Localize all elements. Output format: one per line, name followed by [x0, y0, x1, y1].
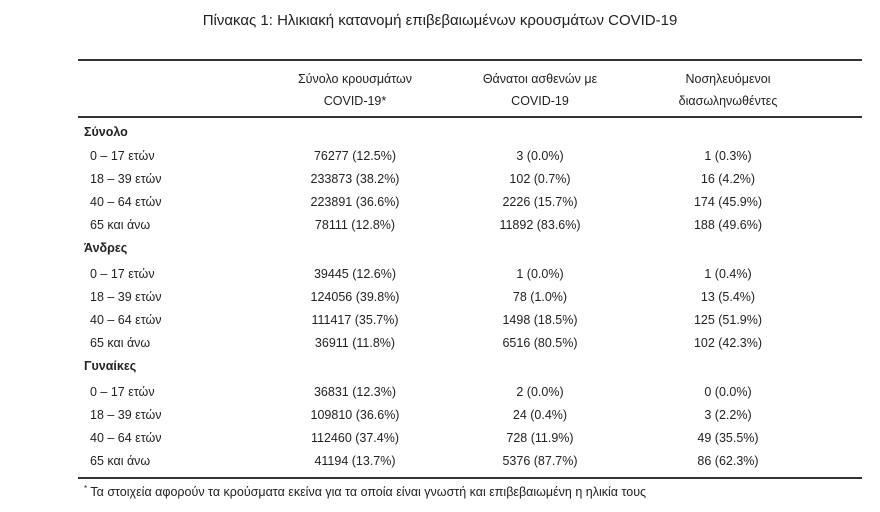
table-cell: 728 (11.9%): [506, 431, 574, 445]
age-label: 18 – 39 ετών: [90, 172, 162, 186]
table-cell: 86 (62.3%): [697, 454, 759, 468]
table-cell: 36831 (12.3%): [313, 385, 396, 399]
footnote-mark: *: [84, 484, 88, 493]
table-cell: 39445 (12.6%): [313, 267, 396, 281]
table-cell: 0 (0.0%): [704, 385, 752, 399]
table-row: 40 – 64 ετών 112460 (37.4%) 728 (11.9%) 49 …: [0, 427, 880, 450]
group-header: Γυναίκες: [0, 355, 880, 381]
table-cell: 78 (1.0%): [512, 290, 568, 304]
header-line: Νοσηλευόμενοι: [685, 72, 771, 86]
table-cell: 49 (35.5%): [697, 431, 759, 445]
table-body: Σύνολο 0 – 17 ετών 76277 (12.5%) 3 (0.0%) 1 …: [0, 121, 880, 473]
age-label: 40 – 64 ετών: [90, 431, 162, 445]
table-cell: 24 (0.4%): [512, 408, 568, 422]
header-line: Σύνολο κρουσμάτων: [297, 72, 413, 86]
top-rule: [78, 59, 862, 61]
table-cell: 102 (0.7%): [509, 172, 571, 186]
table-cell: 3 (2.2%): [704, 408, 752, 422]
age-label: 40 – 64 ετών: [90, 313, 162, 327]
footnote: * Τα στοιχεία αφορούν τα κρούσματα εκείν…: [84, 484, 646, 499]
table-cell: 1 (0.0%): [516, 267, 564, 281]
table-cell: 233873 (38.2%): [310, 172, 400, 186]
table-row: 65 και άνω 41194 (13.7%) 5376 (87.7%) 86 (6…: [0, 450, 880, 473]
age-label: 65 και άνω: [90, 454, 151, 468]
table-row: 18 – 39 ετών 124056 (39.8%) 78 (1.0%) 13 (5…: [0, 286, 880, 309]
age-label: 18 – 39 ετών: [90, 408, 162, 422]
age-label: 65 και άνω: [90, 336, 151, 350]
table-row: 65 και άνω 36911 (11.8%) 6516 (80.5%) 102 (…: [0, 332, 880, 355]
table-row: 18 – 39 ετών 109810 (36.6%) 24 (0.4%) 3 (2.…: [0, 404, 880, 427]
footnote-text: Τα στοιχεία αφορούν τα κρούσματα εκείνα …: [90, 485, 647, 500]
age-label: 0 – 17 ετών: [90, 385, 155, 399]
header-rule: [78, 116, 862, 118]
group-label: Άνδρες: [84, 241, 128, 255]
group-label: Σύνολο: [84, 125, 128, 139]
table-cell: 6516 (80.5%): [502, 336, 578, 350]
age-label: 65 και άνω: [90, 218, 151, 232]
table-row: 18 – 39 ετών 233873 (38.2%) 102 (0.7%) 16 (…: [0, 168, 880, 191]
table-cell: 124056 (39.8%): [310, 290, 400, 304]
table-cell: 13 (5.4%): [700, 290, 756, 304]
table-cell: 1498 (18.5%): [502, 313, 578, 327]
table-cell: 174 (45.9%): [693, 195, 763, 209]
header-total-cases: Σύνολο κρουσμάτων COVID-19*: [255, 68, 455, 112]
table-cell: 1 (0.3%): [704, 149, 752, 163]
table-cell: 41194 (13.7%): [314, 454, 396, 468]
table-cell: 3 (0.0%): [516, 149, 564, 163]
header-line: COVID-19: [511, 94, 569, 108]
table-cell: 76277 (12.5%): [313, 149, 396, 163]
age-label: 0 – 17 ετών: [90, 267, 155, 281]
bottom-rule: [78, 477, 862, 479]
table-cell: 111417 (35.7%): [311, 313, 399, 327]
table-cell: 109810 (36.6%): [310, 408, 400, 422]
table-row: 40 – 64 ετών 223891 (36.6%) 2226 (15.7%) 17…: [0, 191, 880, 214]
header-line: Θάνατοι ασθενών με: [482, 72, 598, 86]
table-row: 0 – 17 ετών 76277 (12.5%) 3 (0.0%) 1 (0.3%): [0, 145, 880, 168]
table-cell: 112460 (37.4%): [310, 431, 400, 445]
table-cell: 188 (49.6%): [693, 218, 763, 232]
table-cell: 16 (4.2%): [700, 172, 756, 186]
header-line: COVID-19*: [323, 94, 387, 108]
table-cell: 11892 (83.6%): [499, 218, 581, 232]
header-line: διασωληνωθέντες: [678, 94, 778, 108]
group-header: Άνδρες: [0, 237, 880, 263]
table-row: 65 και άνω 78111 (12.8%) 11892 (83.6%) 188 …: [0, 214, 880, 237]
group-label: Γυναίκες: [84, 359, 137, 373]
group-header: Σύνολο: [0, 121, 880, 145]
header-deaths: Θάνατοι ασθενών με COVID-19: [440, 68, 640, 112]
table-cell: 125 (51.9%): [693, 313, 763, 327]
table-cell: 36911 (11.8%): [314, 336, 396, 350]
age-label: 18 – 39 ετών: [90, 290, 162, 304]
table-cell: 223891 (36.6%): [310, 195, 400, 209]
table-row: 0 – 17 ετών 36831 (12.3%) 2 (0.0%) 0 (0.0%): [0, 381, 880, 404]
table-cell: 5376 (87.7%): [502, 454, 578, 468]
age-label: 0 – 17 ετών: [90, 149, 155, 163]
table-cell: 2 (0.0%): [516, 385, 564, 399]
table-cell: 1 (0.4%): [704, 267, 752, 281]
table-title: Πίνακας 1: Ηλικιακή κατανομή επιβεβαιωμέ…: [202, 12, 678, 29]
header-intubated: Νοσηλευόμενοι διασωληνωθέντες: [628, 68, 828, 112]
table-cell: 102 (42.3%): [693, 336, 763, 350]
table-row: 40 – 64 ετών 111417 (35.7%) 1498 (18.5%) 12…: [0, 309, 880, 332]
table-cell: 2226 (15.7%): [502, 195, 578, 209]
table-row: 0 – 17 ετών 39445 (12.6%) 1 (0.0%) 1 (0.4%): [0, 263, 880, 286]
age-label: 40 – 64 ετών: [90, 195, 162, 209]
table-cell: 78111 (12.8%): [314, 218, 396, 232]
